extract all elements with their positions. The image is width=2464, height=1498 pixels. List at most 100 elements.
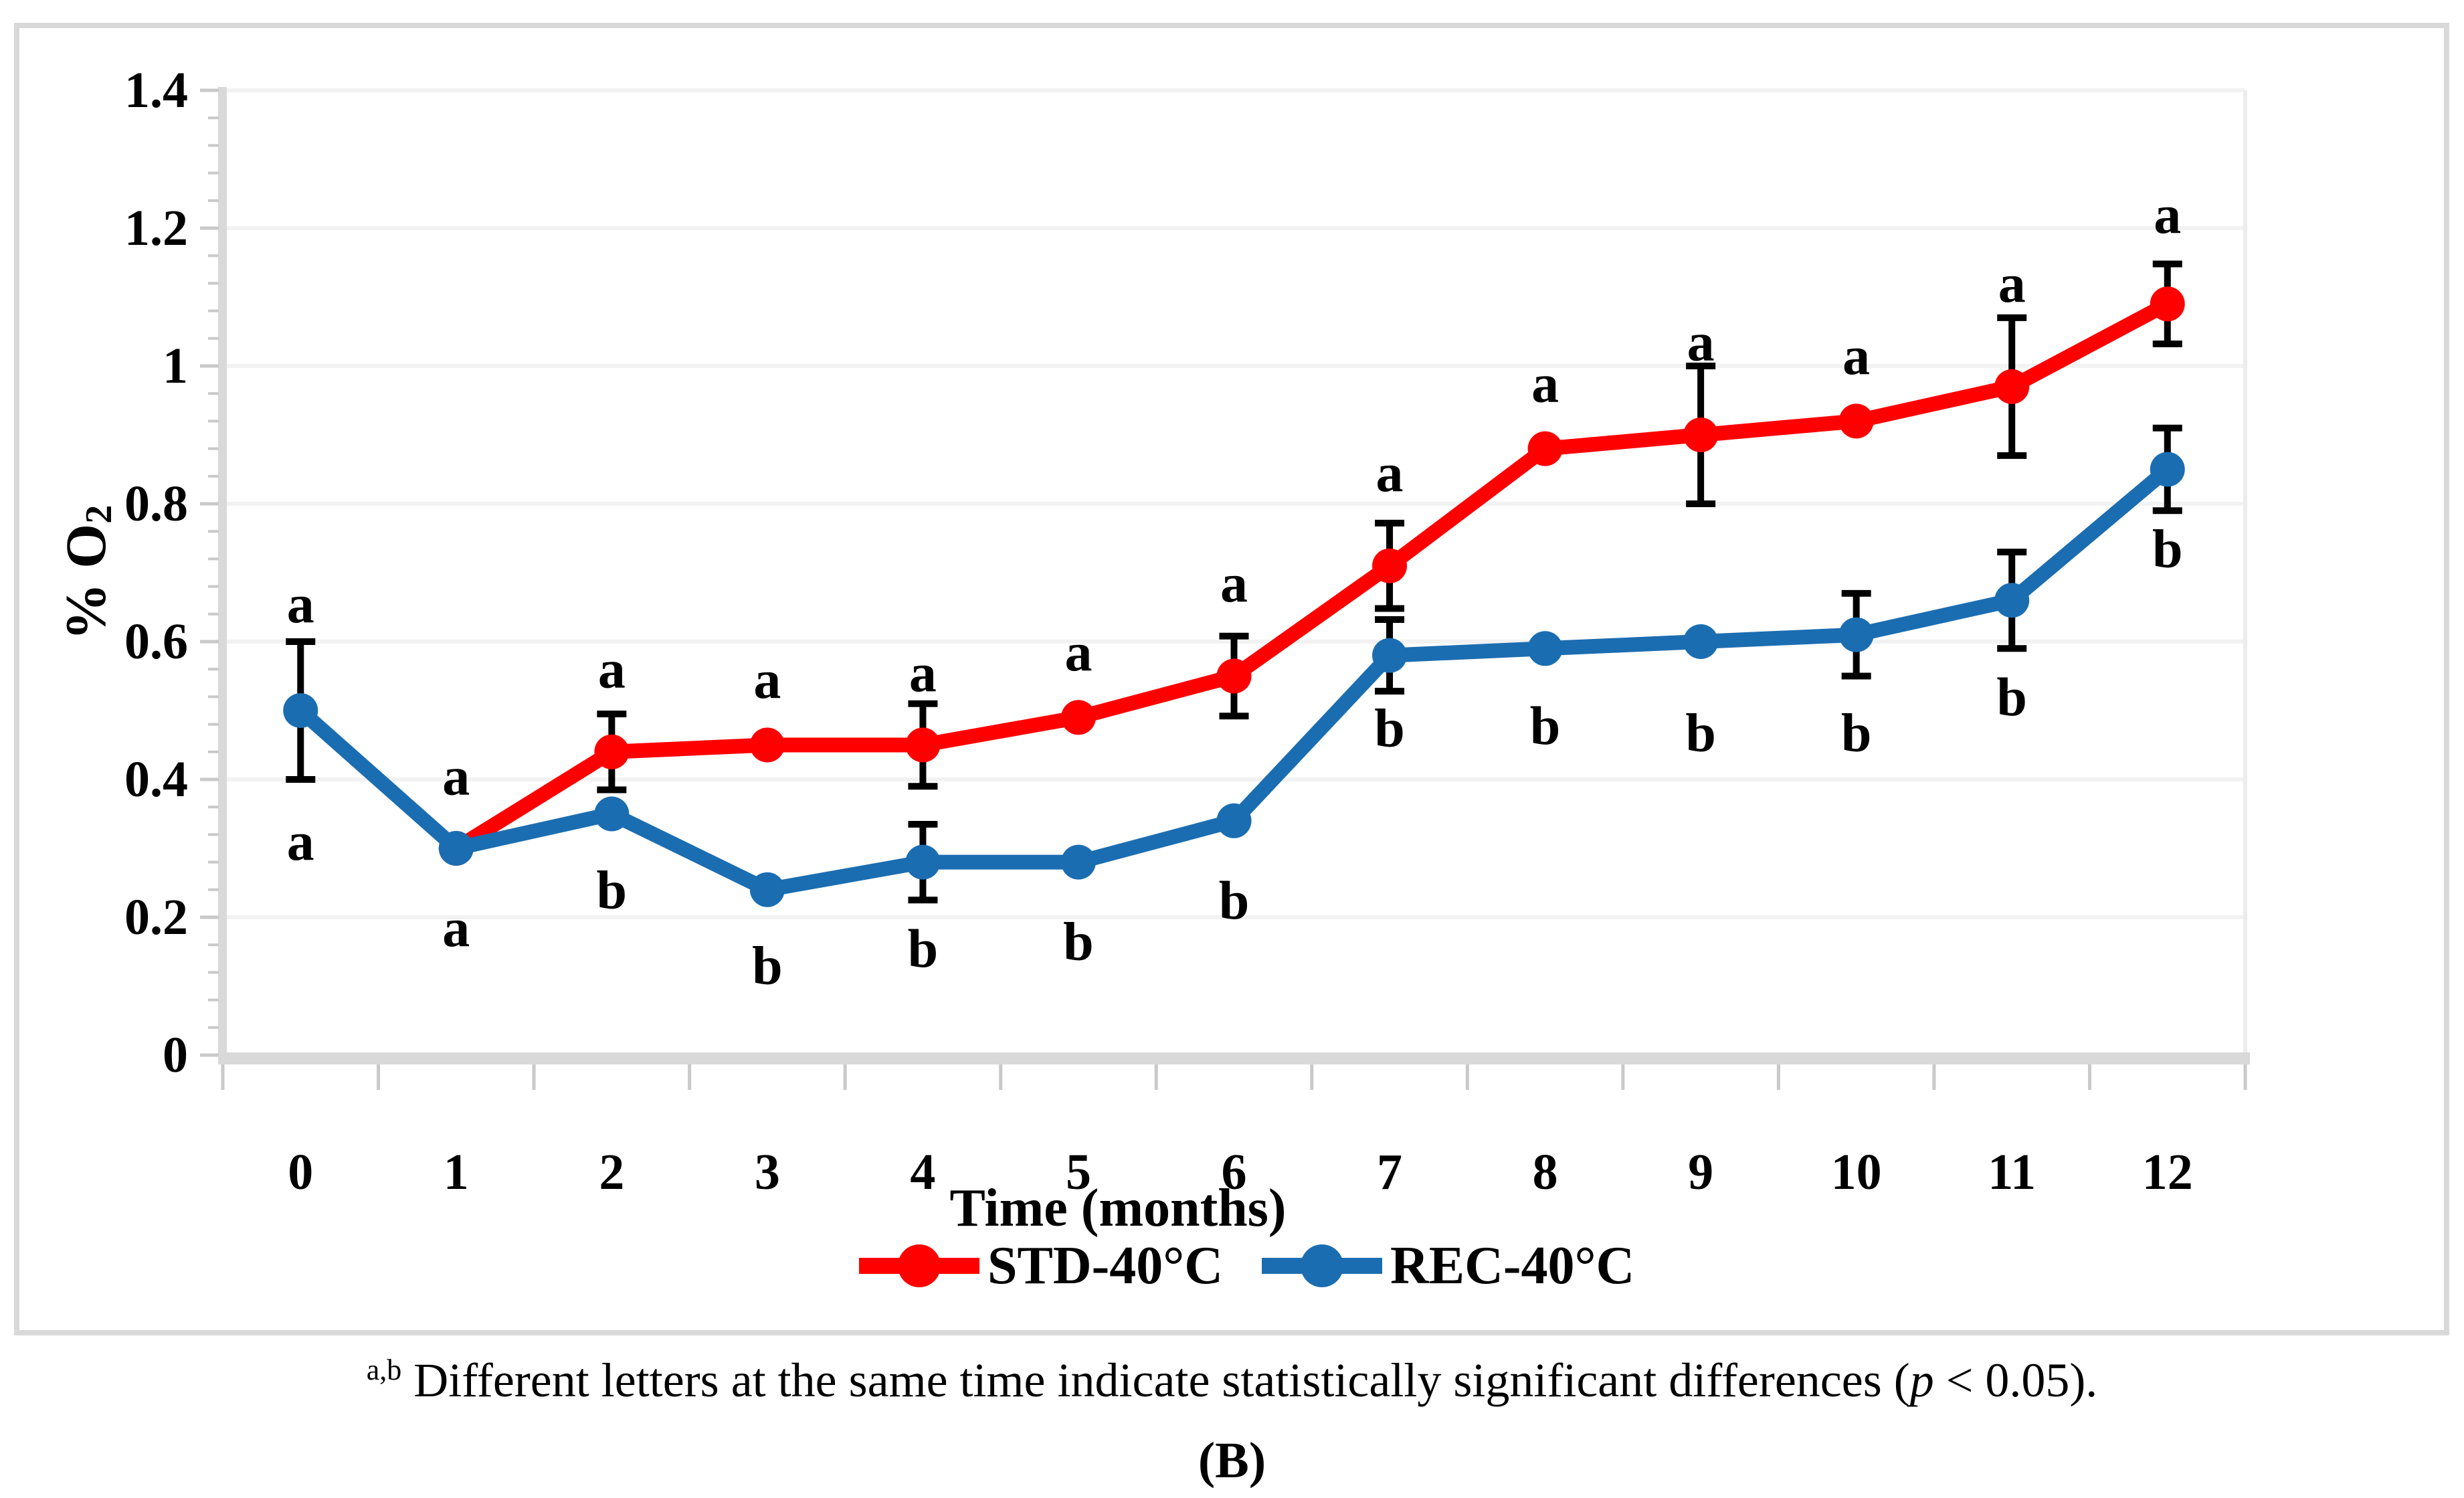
data-point-std-40-c — [1372, 548, 1408, 583]
significance-letters: a a a a a b a b a b a b a b a b a b a b a b a b a b — [287, 184, 2183, 996]
sig-letter: a — [287, 573, 314, 634]
x-axis-title: Time (months) — [950, 1179, 1287, 1238]
legend-marker-std-40-c — [898, 1244, 941, 1287]
x-tick-label: 5 — [1066, 1144, 1091, 1200]
x-tick-label: 0 — [288, 1144, 313, 1200]
figure-border — [14, 23, 2449, 1335]
sig-letter: b — [1063, 911, 1094, 972]
data-point-rec-40-c — [749, 872, 785, 907]
data-point-std-40-c — [1683, 417, 1719, 452]
data-point-std-40-c — [749, 727, 785, 763]
data-point-std-40-c — [1216, 658, 1252, 694]
x-tick-label: 10 — [1831, 1144, 1882, 1200]
y-axis-line — [218, 87, 227, 1064]
y-tick-labels: 0 0.2 0.4 0.6 0.8 1 1.2 1.4 — [124, 62, 188, 1083]
data-point-rec-40-c — [1216, 803, 1252, 838]
sig-letter: a — [442, 745, 470, 806]
legend-marker-rec-40-c — [1301, 1244, 1343, 1287]
y-tick-label: 0.4 — [124, 751, 188, 808]
sig-letter: b — [597, 859, 628, 920]
data-point-rec-40-c — [1372, 638, 1408, 673]
sig-letter: a — [598, 639, 626, 700]
y-tick-label: 0.8 — [124, 476, 188, 532]
x-tick-label: 9 — [1688, 1144, 1713, 1200]
x-tick-label: 1 — [444, 1144, 469, 1200]
sig-letter: a — [1687, 311, 1715, 372]
data-point-std-40-c — [594, 734, 630, 769]
legend-label-rec-40-c: REC-40°C — [1390, 1236, 1634, 1295]
x-tick-label: 12 — [2142, 1144, 2193, 1200]
sig-letter: a — [753, 649, 781, 710]
data-point-rec-40-c — [438, 831, 474, 866]
sig-letter: b — [752, 935, 783, 996]
y-tick-label: 1.2 — [124, 200, 188, 256]
legend-item-std-40-c: STD-40°C — [859, 1236, 1223, 1295]
data-point-rec-40-c — [1527, 631, 1563, 666]
sig-letter: a — [442, 897, 470, 958]
y-tick-label: 0.2 — [124, 889, 188, 945]
sig-letter: b — [1374, 697, 1405, 758]
y-tick-label: 0.6 — [124, 614, 188, 670]
data-point-std-40-c — [1527, 431, 1563, 466]
x-tick-label: 7 — [1377, 1144, 1402, 1200]
sig-letter: a — [1064, 622, 1092, 682]
sig-letter: b — [1685, 702, 1716, 763]
sig-letter: a — [1998, 253, 2026, 314]
sig-letter: b — [1841, 702, 1872, 763]
legend-item-rec-40-c: REC-40°C — [1262, 1236, 1634, 1295]
data-point-rec-40-c — [1838, 617, 1874, 652]
error-bars — [286, 260, 2182, 904]
x-tick-label: 11 — [1988, 1144, 2036, 1200]
data-point-std-40-c — [1060, 700, 1096, 735]
data-point-rec-40-c — [1060, 844, 1096, 880]
legend: STD-40°C REC-40°C — [859, 1236, 1634, 1295]
data-point-std-40-c — [2150, 286, 2185, 322]
caption-p-italic: p — [1909, 1353, 1934, 1407]
sig-letter: b — [908, 918, 939, 979]
sig-letter: a — [2154, 184, 2181, 245]
data-point-rec-40-c — [2150, 452, 2185, 487]
y-tick-label: 1.4 — [124, 62, 188, 118]
sig-letter: a — [1842, 325, 1870, 386]
series-markers-rec-40-c — [283, 452, 2185, 907]
x-tick-label: 3 — [755, 1144, 780, 1200]
x-tick-labels: 0 1 2 3 4 5 6 7 8 9 10 11 12 — [288, 1144, 2192, 1200]
sig-letter: b — [2152, 518, 2183, 579]
data-point-rec-40-c — [905, 844, 941, 880]
sig-letter: a — [1531, 353, 1559, 413]
sig-letter: b — [1530, 695, 1561, 756]
x-tick-label: 2 — [599, 1144, 624, 1200]
sig-letter: a — [1220, 553, 1248, 614]
caption-superscript: a,b — [366, 1353, 402, 1386]
legend-label-std-40-c: STD-40°C — [987, 1236, 1223, 1295]
sig-letter: a — [1376, 442, 1404, 503]
x-axis-line — [218, 1052, 2251, 1064]
y-tick-label: 0 — [163, 1027, 188, 1083]
sig-letter: b — [1219, 870, 1250, 931]
caption: a,b Different letters at the same time i… — [0, 1353, 2464, 1408]
caption-text-tail: < 0.05). — [1933, 1353, 2098, 1407]
x-tick-label: 4 — [910, 1144, 935, 1200]
y-axis-title: % O2 — [54, 505, 120, 640]
x-tick-label: 8 — [1533, 1144, 1558, 1200]
x-axis-ticks — [221, 1064, 2247, 1090]
series-line-std-40-c — [448, 296, 2175, 856]
caption-text: Different letters at the same time indic… — [401, 1353, 1910, 1407]
y-gridlines — [223, 88, 2246, 919]
data-point-rec-40-c — [1994, 583, 2030, 618]
data-point-std-40-c — [1838, 403, 1874, 439]
data-point-rec-40-c — [1683, 624, 1719, 659]
data-point-rec-40-c — [283, 693, 318, 728]
chart-svg: 00.20.40.60.811.21.40 1 2 3 4 5 6 7 8 9 10 11 12% O2… — [14, 23, 2449, 1335]
data-point-std-40-c — [1994, 369, 2030, 404]
sig-letter: a — [909, 642, 937, 703]
y-axis-ticks — [200, 88, 219, 1057]
data-point-std-40-c — [905, 727, 941, 763]
x-tick-label: 6 — [1222, 1144, 1247, 1200]
data-point-rec-40-c — [594, 796, 630, 832]
panel-label: (B) — [1198, 1432, 1266, 1489]
sig-letter: b — [1996, 666, 2027, 727]
y-tick-label: 1 — [163, 338, 188, 394]
sig-letter: a — [287, 811, 314, 872]
